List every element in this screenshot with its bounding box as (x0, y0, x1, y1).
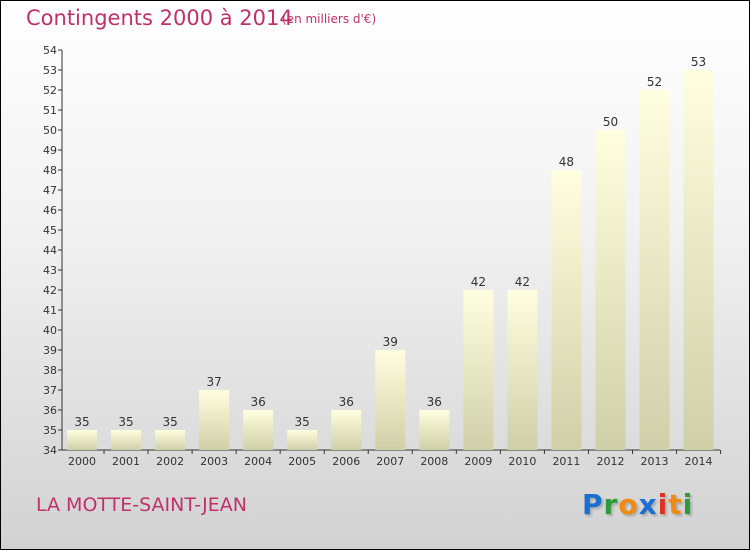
data-label: 35 (162, 415, 177, 429)
bar-2002 (155, 430, 186, 450)
x-tick-label: 2008 (420, 455, 448, 468)
logo-letter: P (582, 488, 604, 521)
y-tick-label: 47 (43, 184, 57, 197)
y-tick-label: 38 (43, 364, 57, 377)
bar-2004 (243, 410, 274, 450)
y-tick-label: 42 (43, 284, 57, 297)
data-label: 42 (471, 275, 486, 289)
data-label: 35 (118, 415, 133, 429)
bar-2010 (507, 290, 538, 450)
y-tick-label: 52 (43, 84, 57, 97)
data-label: 50 (603, 115, 618, 129)
y-tick-label: 48 (43, 164, 57, 177)
data-label: 52 (647, 75, 662, 89)
x-tick-label: 2000 (68, 455, 96, 468)
bar-2003 (199, 390, 230, 450)
data-label: 36 (427, 395, 442, 409)
logo-letter: i (682, 488, 694, 521)
data-label: 42 (515, 275, 530, 289)
data-label: 48 (559, 155, 574, 169)
x-tick-label: 2002 (156, 455, 184, 468)
y-tick-label: 46 (43, 204, 57, 217)
place-name: LA MOTTE-SAINT-JEAN (36, 494, 247, 516)
logo-letter: o (618, 488, 639, 521)
bar-2011 (551, 170, 582, 450)
x-tick-label: 2012 (596, 455, 624, 468)
x-tick-label: 2006 (332, 455, 360, 468)
proxiti-logo: Proxiti (582, 488, 693, 521)
data-label: 35 (74, 415, 89, 429)
bar-2007 (375, 350, 406, 450)
y-tick-label: 41 (43, 304, 57, 317)
bar-2008 (419, 410, 450, 450)
data-label: 53 (691, 55, 706, 69)
logo-letter: i (657, 488, 669, 521)
data-label: 39 (383, 335, 398, 349)
bar-2006 (331, 410, 362, 450)
bar-2014 (683, 70, 714, 450)
x-tick-label: 2004 (244, 455, 272, 468)
bar-2013 (639, 90, 670, 450)
x-tick-label: 2005 (288, 455, 316, 468)
y-tick-label: 50 (43, 124, 57, 137)
chart-subtitle: (en milliers d'€) (282, 12, 377, 26)
y-tick-label: 35 (43, 424, 57, 437)
x-tick-label: 2011 (552, 455, 580, 468)
y-tick-label: 45 (43, 224, 57, 237)
y-tick-label: 54 (43, 44, 57, 57)
bar-2009 (463, 290, 494, 450)
y-tick-label: 51 (43, 104, 57, 117)
x-tick-label: 2003 (200, 455, 228, 468)
y-tick-label: 40 (43, 324, 57, 337)
y-tick-label: 37 (43, 384, 57, 397)
y-tick-label: 36 (43, 404, 57, 417)
logo-letter: t (668, 488, 683, 521)
y-tick-label: 43 (43, 264, 57, 277)
logo-letter: r (603, 488, 619, 521)
bar-2005 (287, 430, 318, 450)
chart-title: Contingents 2000 à 2014 (26, 6, 293, 30)
y-tick-label: 53 (43, 64, 57, 77)
x-tick-label: 2001 (112, 455, 140, 468)
x-tick-label: 2007 (376, 455, 404, 468)
data-label: 37 (206, 375, 221, 389)
y-tick-label: 49 (43, 144, 57, 157)
data-label: 36 (339, 395, 354, 409)
y-tick-label: 34 (43, 444, 57, 457)
x-tick-label: 2014 (685, 455, 713, 468)
bar-2001 (111, 430, 142, 450)
x-tick-label: 2009 (464, 455, 492, 468)
bar-2012 (595, 130, 626, 450)
data-label: 36 (251, 395, 266, 409)
bar-2000 (67, 430, 97, 450)
data-label: 35 (295, 415, 310, 429)
x-tick-label: 2010 (508, 455, 536, 468)
y-tick-label: 44 (43, 244, 57, 257)
x-tick-label: 2013 (641, 455, 669, 468)
y-tick-label: 39 (43, 344, 57, 357)
logo-letter: x (638, 488, 658, 521)
